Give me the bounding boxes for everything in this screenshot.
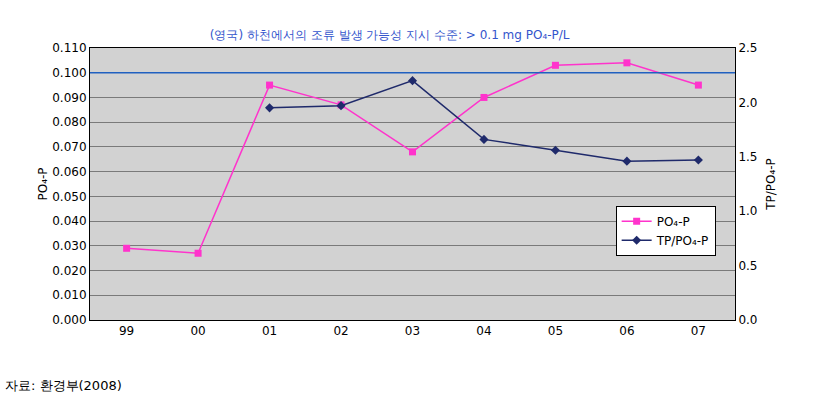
svg-text:1.0: 1.0 <box>738 204 757 218</box>
svg-text:1.5: 1.5 <box>738 150 757 164</box>
svg-text:TP/PO₄-P: TP/PO₄-P <box>656 234 709 248</box>
svg-text:0.5: 0.5 <box>738 259 757 273</box>
svg-text:자료: 환경부(2008): 자료: 환경부(2008) <box>5 378 122 393</box>
svg-text:03: 03 <box>405 324 420 338</box>
svg-text:0.080: 0.080 <box>52 115 86 129</box>
svg-text:2.0: 2.0 <box>738 96 757 110</box>
svg-text:0.0: 0.0 <box>738 313 757 327</box>
svg-text:0.090: 0.090 <box>52 91 86 105</box>
svg-text:0.100: 0.100 <box>52 66 86 80</box>
svg-text:0.030: 0.030 <box>52 239 86 253</box>
svg-text:02: 02 <box>333 324 348 338</box>
svg-text:0.050: 0.050 <box>52 190 86 204</box>
svg-text:PO₄-P: PO₄-P <box>36 167 50 200</box>
svg-text:99: 99 <box>119 324 134 338</box>
svg-text:07: 07 <box>691 324 706 338</box>
svg-text:00: 00 <box>190 324 205 338</box>
svg-text:01: 01 <box>262 324 277 338</box>
svg-text:05: 05 <box>548 324 563 338</box>
svg-text:06: 06 <box>619 324 634 338</box>
svg-text:04: 04 <box>476 324 491 338</box>
svg-text:0.010: 0.010 <box>52 288 86 302</box>
svg-text:0.070: 0.070 <box>52 140 86 154</box>
svg-text:(영국) 하천에서의 조류 발생 가능성 지시 수준: >: (영국) 하천에서의 조류 발생 가능성 지시 수준: > 0.1 mg PO₄… <box>210 28 570 42</box>
svg-text:0.110: 0.110 <box>52 41 86 55</box>
svg-text:0.000: 0.000 <box>52 313 86 327</box>
svg-text:TP/PO₄-P: TP/PO₄-P <box>764 158 778 211</box>
svg-text:0.020: 0.020 <box>52 264 86 278</box>
svg-text:2.5: 2.5 <box>738 41 757 55</box>
svg-text:PO₄-P: PO₄-P <box>657 215 690 229</box>
svg-text:0.040: 0.040 <box>52 214 86 228</box>
svg-text:0.060: 0.060 <box>52 165 86 179</box>
